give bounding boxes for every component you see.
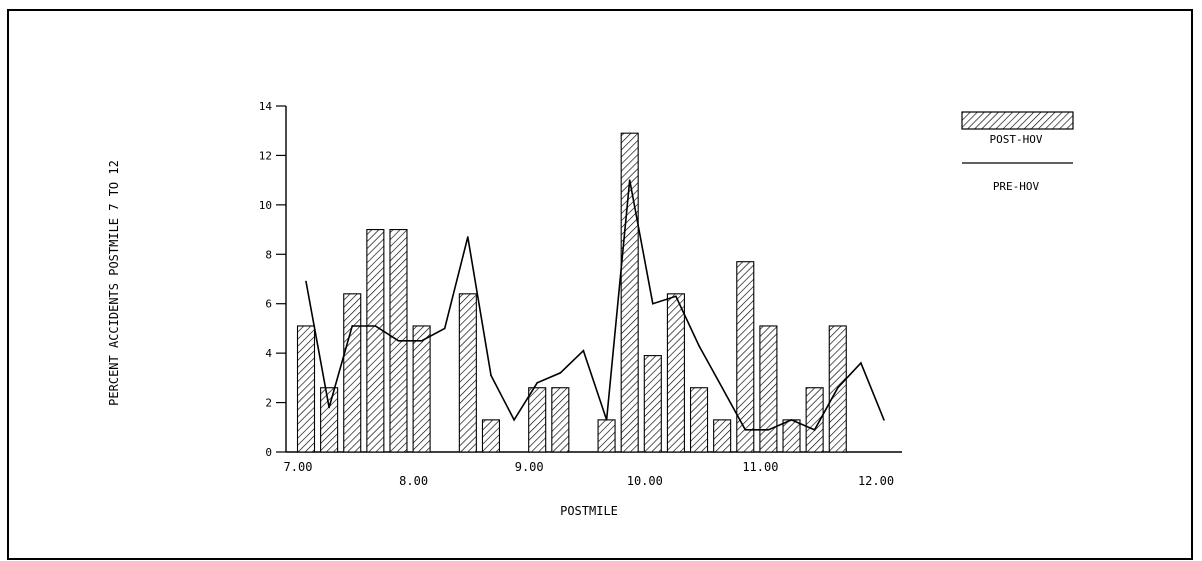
post-hov-bar (296, 325, 316, 453)
x-tick-label: 10.00 (627, 474, 663, 488)
pre-hov-point (721, 386, 723, 389)
post-hov-bar (551, 387, 570, 453)
pre-hov-point (374, 325, 377, 327)
post-hov-bars (296, 132, 847, 453)
y-tick-label: 12 (259, 149, 272, 162)
pre-hov-point (328, 406, 330, 409)
pre-hov-point (467, 236, 469, 238)
post-hov-bar (343, 293, 362, 453)
pre-hov-point (420, 339, 423, 342)
post-hov-bar (666, 293, 685, 453)
post-hov-bar (597, 419, 616, 453)
y-tick-label: 10 (259, 199, 272, 212)
post-hov-bar (782, 419, 801, 453)
pre-hov-point (628, 179, 631, 181)
pre-hov-point (536, 382, 538, 384)
pre-hov-point (559, 372, 562, 374)
pre-hov-point (351, 325, 354, 327)
pre-hov-point (790, 419, 793, 421)
x-tick-label: 8.00 (399, 474, 428, 488)
pre-hov-point (813, 428, 816, 431)
axes: 0 2 4 6 8 10 12 14 7.00 8.00 9.00 10.00 11.00 12.00 (259, 100, 902, 488)
pre-hov-point (443, 327, 446, 330)
x-axis-title: POSTMILE (560, 504, 618, 518)
post-hov-bar (713, 419, 732, 453)
pre-hov-point (397, 339, 400, 342)
x-tick-label: 12.00 (858, 474, 894, 488)
pre-hov-point (675, 295, 677, 298)
y-tick-label: 14 (259, 100, 273, 113)
pre-hov-point (513, 419, 515, 421)
post-hov-bar (620, 132, 639, 453)
pre-hov-point (860, 362, 862, 364)
post-hov-bar (805, 387, 824, 453)
pre-hov-point (582, 349, 585, 352)
pre-hov-point (605, 419, 608, 421)
post-hov-bar (366, 229, 385, 453)
y-tick-label: 8 (265, 248, 272, 261)
pre-hov-point (490, 374, 492, 377)
chart-frame (7, 9, 1193, 560)
x-tick-label: 9.00 (515, 460, 544, 474)
pre-hov-line (305, 179, 885, 431)
pre-hov-point (883, 419, 885, 421)
y-tick-label: 4 (265, 347, 272, 360)
pre-hov-point (836, 386, 839, 389)
x-tick-label: 11.00 (742, 460, 778, 474)
post-hov-bar (759, 325, 778, 453)
legend-label-post-hov: POST-HOV (990, 133, 1043, 146)
y-tick-label: 2 (265, 397, 272, 410)
pre-hov-point (744, 428, 747, 431)
legend: POST-HOV PRE-HOV (961, 111, 1074, 193)
pre-hov-polyline (305, 179, 885, 431)
legend-swatch-post-hov (961, 111, 1074, 130)
post-hov-bar (528, 387, 547, 453)
y-tick-label: 6 (265, 298, 272, 311)
post-hov-bar (458, 293, 477, 453)
legend-label-pre-hov: PRE-HOV (993, 180, 1040, 193)
pre-hov-point (652, 302, 654, 305)
x-tick-label: 7.00 (284, 460, 313, 474)
post-hov-bar (643, 355, 662, 453)
y-tick-label: 0 (265, 446, 272, 459)
post-hov-bar (481, 419, 501, 453)
post-hov-bar (412, 325, 431, 453)
post-hov-bar (689, 387, 709, 453)
pre-hov-point (698, 344, 700, 347)
pre-hov-point (305, 280, 307, 283)
post-hov-bar (736, 261, 755, 453)
y-axis-title: PERCENT ACCIDENTS POSTMILE 7 TO 12 (107, 160, 121, 406)
pre-hov-point (767, 428, 770, 431)
y-axis-label: PERCENT ACCIDENTS POSTMILE 7 TO 12 (107, 160, 121, 406)
post-hov-bar (320, 387, 339, 453)
